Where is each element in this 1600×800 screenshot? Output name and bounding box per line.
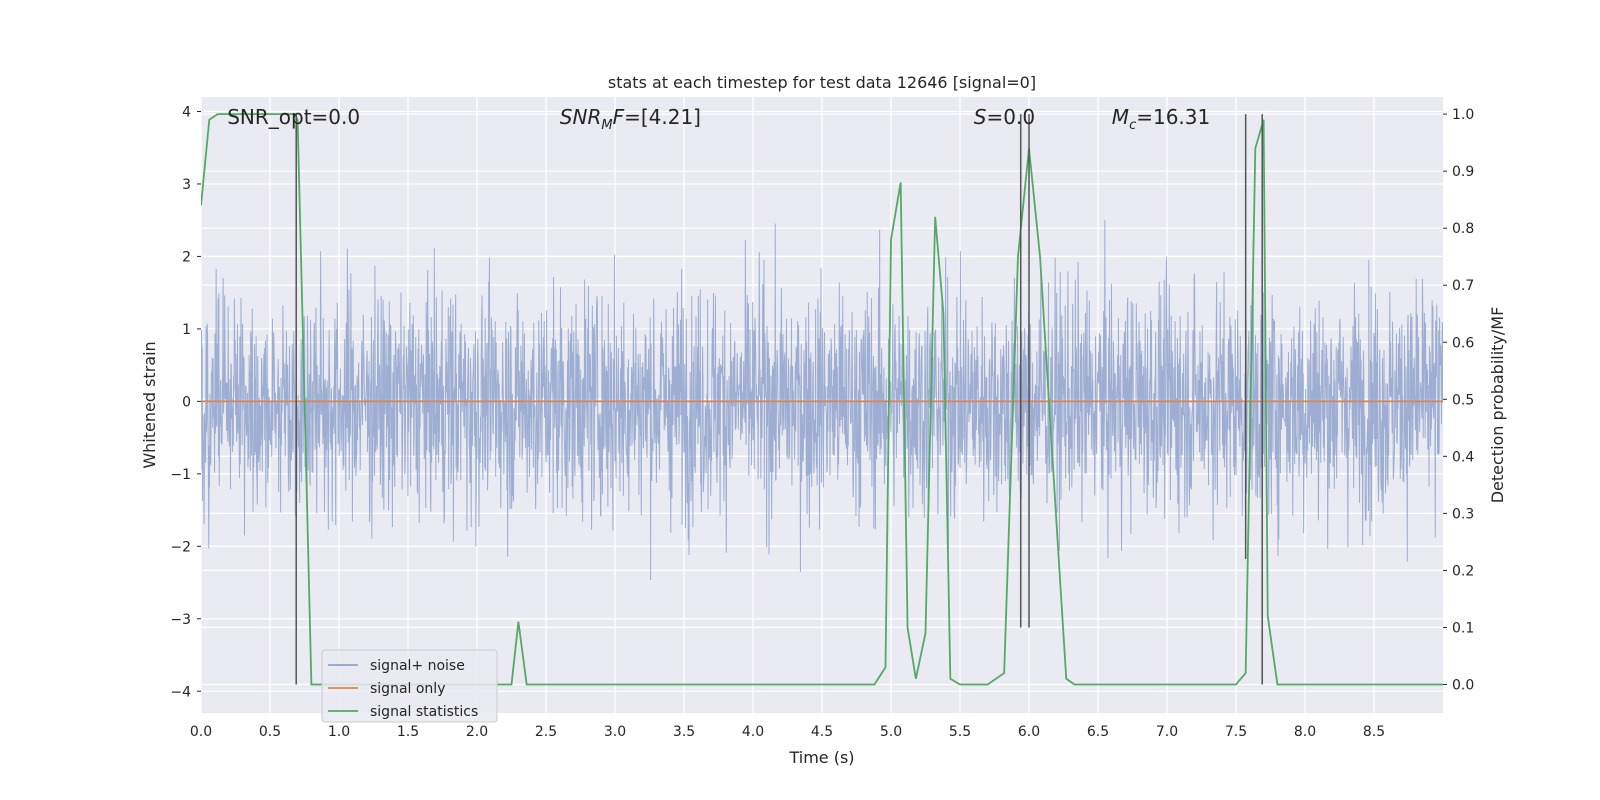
tick-labels: 0.0 0.5 1.0 1.5 2.0 2.5 3.0 3.5 4.0 4.5 5.0 5.5 6.0 6… [170, 104, 1474, 740]
y-tick-label: −4 [170, 684, 191, 700]
y-tick-label-right: 0.7 [1452, 278, 1474, 294]
x-tick-label: 6.5 [1087, 724, 1109, 740]
x-tick-label: 1.0 [328, 724, 350, 740]
y-tick-label-right: 0.2 [1452, 563, 1474, 579]
y-tick-label-right: 0.9 [1452, 164, 1474, 180]
x-tick-label: 1.5 [397, 724, 419, 740]
x-tick-label: 4.5 [811, 724, 833, 740]
y-tick-label-right: 0.6 [1452, 335, 1474, 351]
noise-trace [201, 220, 1443, 580]
y-tick-label-right: 0.4 [1452, 449, 1474, 465]
noise-series [201, 220, 1443, 580]
x-tick-label: 3.0 [604, 724, 626, 740]
y-tick-label-right: 0.8 [1452, 221, 1474, 237]
series-line-2 [201, 113, 1443, 686]
annotation-mc: Mc=16.31 [1112, 105, 1210, 133]
x-tick-label: 8.5 [1363, 724, 1385, 740]
legend-entry: signal only [370, 681, 445, 697]
y-tick-label: 4 [182, 104, 191, 120]
x-tick-label: 4.0 [742, 724, 764, 740]
x-tick-label: 0.5 [259, 724, 281, 740]
y-tick-label-right: 0.0 [1452, 677, 1474, 693]
y-tick-label: 2 [182, 249, 191, 265]
x-axis-label: Time (s) [788, 748, 854, 767]
y-axis-label-right: Detection probability/MF [1488, 307, 1507, 504]
x-tick-label: 8.0 [1294, 724, 1316, 740]
y-axis-label: Whitened strain [140, 341, 159, 468]
x-tick-label: 5.5 [949, 724, 971, 740]
x-tick-label: 2.0 [466, 724, 488, 740]
y-tick-label: 1 [182, 322, 191, 338]
legend-entry: signal statistics [370, 704, 478, 720]
x-tick-label: 7.0 [1156, 724, 1178, 740]
x-tick-label: 0.0 [190, 724, 212, 740]
x-tick-label: 6.0 [1018, 724, 1040, 740]
plot-content [201, 113, 1443, 686]
x-tick-label: 3.5 [673, 724, 695, 740]
legend-entry: signal+ noise [370, 658, 465, 674]
y-tick-label-right: 1.0 [1452, 107, 1474, 123]
annotation-snr_mf: SNRMF=[4.21] [560, 105, 701, 133]
vertical-markers [295, 114, 1263, 685]
y-tick-label: −2 [170, 539, 191, 555]
x-tick-label: 7.5 [1225, 724, 1247, 740]
y-tick-label: 3 [182, 177, 191, 193]
x-tick-label: 2.5 [535, 724, 557, 740]
y-tick-label: −1 [170, 467, 191, 483]
legend: signal+ noise signal only signal statistic… [321, 649, 498, 723]
annotations: SNR_opt=0.0 SNRMF=[4.21] S=0.0 Mc=16.31 [227, 105, 1210, 133]
legend-box [321, 649, 498, 723]
chart-title: stats at each timestep for test data 126… [608, 73, 1036, 92]
x-tick-label: 5.0 [880, 724, 902, 740]
annotation-snr_opt: SNR_opt=0.0 [227, 105, 360, 129]
annotation-s: S=0.0 [974, 105, 1035, 129]
y-tick-label: 0 [182, 394, 191, 410]
series-layer [201, 113, 1443, 686]
y-tick-label-right: 0.3 [1452, 506, 1474, 522]
y-tick-label-right: 0.5 [1452, 392, 1474, 408]
y-tick-label-right: 0.1 [1452, 620, 1474, 636]
y-tick-label: −3 [170, 612, 191, 628]
